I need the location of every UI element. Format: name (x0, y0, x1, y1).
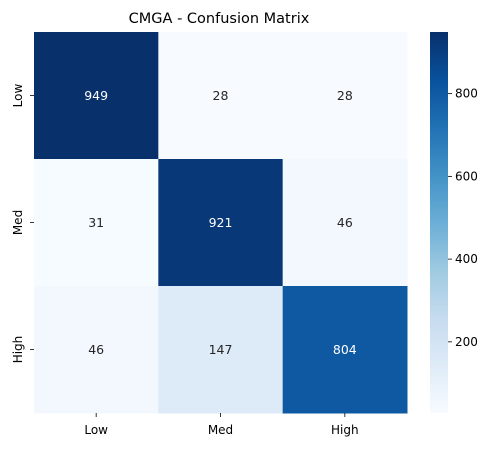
colorbar-tick-label: 400 (455, 252, 478, 266)
y-tick-label: High (11, 336, 25, 364)
cell-annotations: 949 28 28 31 921 46 46 147 804 (84, 88, 357, 357)
x-tick-label: High (331, 423, 359, 437)
cell-value-label: 28 (337, 88, 353, 103)
y-axis: Low Med High (11, 84, 34, 364)
colorbar-tick-label: 800 (455, 87, 478, 101)
colorbar-ticks: 200 400 600 800 (448, 87, 478, 349)
cell-value-label: 804 (333, 342, 357, 357)
heatmap-cell (34, 159, 159, 287)
heatmap-cell (158, 159, 284, 287)
heatmap-cell (158, 286, 284, 414)
chart-title: CMGA - Confusion Matrix (129, 11, 310, 27)
x-axis: Low Med High (84, 413, 359, 437)
x-tick-label: Low (84, 423, 108, 437)
heatmap-cell (34, 32, 159, 160)
colorbar-tick-label: 200 (455, 335, 478, 349)
y-tick-label: Low (11, 84, 25, 108)
cell-value-label: 921 (209, 215, 233, 230)
cell-value-label: 46 (337, 215, 353, 230)
heatmap-cells (34, 32, 408, 414)
heatmap-cell (34, 286, 159, 414)
cell-value-label: 31 (88, 215, 104, 230)
colorbar-tick-label: 600 (455, 169, 478, 183)
heatmap-cell (282, 32, 408, 160)
cell-value-label: 949 (84, 88, 108, 103)
cell-value-label: 147 (209, 342, 233, 357)
heatmap-cell (158, 32, 284, 160)
colorbar: 200 400 600 800 (430, 32, 478, 413)
x-tick-label: Med (208, 423, 233, 437)
cell-value-label: 46 (88, 342, 104, 357)
heatmap-cell (282, 286, 408, 414)
cell-value-label: 28 (213, 88, 229, 103)
colorbar-gradient (430, 32, 448, 413)
heatmap-cell (282, 159, 408, 287)
y-tick-label: Med (11, 210, 25, 235)
